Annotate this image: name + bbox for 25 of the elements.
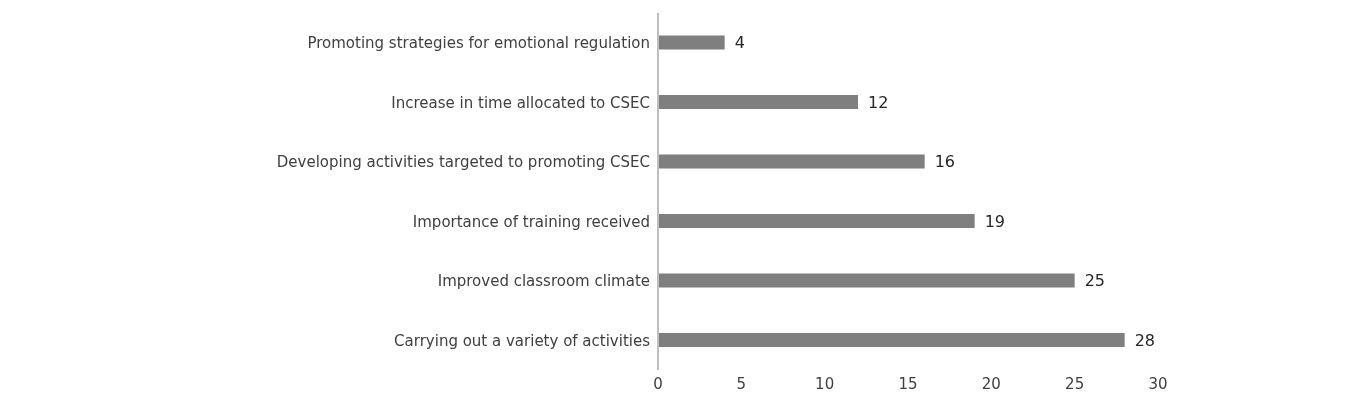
bar	[658, 154, 925, 169]
bar	[658, 273, 1075, 288]
data-label: 19	[984, 211, 1006, 231]
data-label: 12	[868, 92, 889, 112]
x-tick-label: 15	[898, 374, 918, 393]
bar	[658, 214, 975, 229]
y-tick-label: Improved classroom climate	[437, 272, 650, 291]
x-tick-label: 20	[981, 374, 1001, 393]
x-tick-label: 10	[815, 374, 835, 393]
x-tick-label: 5	[736, 374, 747, 393]
bar	[658, 35, 725, 50]
data-label: 25	[1084, 271, 1106, 291]
y-tick-label: Carrying out a variety of activities	[394, 331, 651, 350]
y-tick-label: Increase in time allocated to CSEC	[391, 93, 650, 112]
data-label: 4	[734, 33, 745, 53]
y-tick-label: Promoting strategies for emotional regulation	[307, 34, 650, 53]
data-label: 28	[1134, 330, 1156, 350]
y-tick-label: Importance of training received	[412, 212, 650, 231]
y-tick-label: Developing activities targeted to promoting CSEC	[276, 153, 650, 172]
x-tick-label: 25	[1065, 374, 1085, 393]
bar	[658, 95, 858, 110]
x-tick-label: 30	[1148, 374, 1168, 393]
data-label: 16	[934, 152, 956, 172]
x-tick-label: 0	[653, 374, 663, 393]
bar	[658, 333, 1125, 348]
